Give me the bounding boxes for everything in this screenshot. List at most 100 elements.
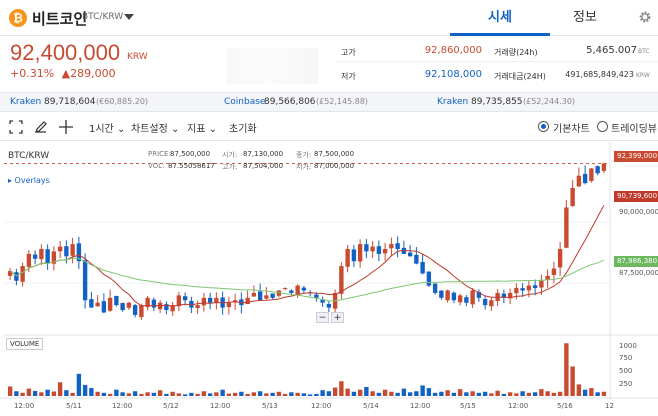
candle-body <box>589 168 594 182</box>
volume-bar <box>239 391 244 396</box>
volume-bar <box>151 392 157 396</box>
price-chart[interactable]: BTC/KRW ▸ Overlays PRICE: 87,500,000 시가:… <box>0 142 658 416</box>
volume-bar <box>276 391 282 396</box>
volume-bar <box>120 392 125 396</box>
volume-bar <box>132 391 138 396</box>
y-tick-2: 87,500,000 <box>619 269 658 277</box>
candle-body <box>182 296 188 301</box>
candle-body <box>526 285 532 291</box>
price-panel: 92,400,000 KRW +0.31% ▲289,000 고가 92,860… <box>0 36 658 92</box>
ticker-exchange-2[interactable]: Coinbase <box>224 97 266 107</box>
caret-down-icon[interactable] <box>124 14 134 20</box>
candle-body <box>145 297 150 308</box>
volume-bar <box>51 391 57 396</box>
volume-bar <box>189 392 194 396</box>
candle-body <box>464 297 469 303</box>
coin-pair: BTC/KRW <box>82 12 124 22</box>
volume-bar <box>564 343 569 396</box>
candle-body <box>214 297 219 303</box>
volume-bar <box>364 387 369 396</box>
candle-body <box>264 295 269 299</box>
volume-bar <box>514 393 519 396</box>
chevron-down-icon: ⌄ <box>167 124 180 135</box>
volume-bar <box>464 392 469 396</box>
volume-bar <box>220 389 225 396</box>
basic-chart-radio[interactable] <box>538 121 549 132</box>
ticker-sub-3: (£52,244.30) <box>523 97 576 106</box>
x-tick: 5/15 <box>460 402 476 410</box>
gear-icon[interactable] <box>638 10 652 24</box>
chart-canvas[interactable] <box>0 142 658 416</box>
candle-body <box>320 299 325 303</box>
pencil-icon[interactable] <box>34 120 48 134</box>
price-change: +0.31% ▲289,000 <box>10 67 116 80</box>
candle-body <box>557 248 563 268</box>
volume-24h-value: 5,465.007 <box>586 45 637 56</box>
volume-bar <box>451 392 457 396</box>
ohlc-close-value: 87,500,000 <box>314 150 355 158</box>
candle-body <box>32 254 38 259</box>
tab-market-price[interactable]: 시세 <box>450 0 550 36</box>
basic-chart-label[interactable]: 기본차트 <box>553 124 590 135</box>
ohlc-vol-value: 87.55058617 <box>168 162 215 170</box>
volume-bar <box>395 392 400 396</box>
volume-bar <box>439 391 444 396</box>
volume-24h-unit: BTC <box>638 48 650 55</box>
overlays-toggle[interactable]: ▸ Overlays <box>8 176 50 185</box>
fullscreen-icon[interactable] <box>9 120 23 134</box>
volume-bar <box>376 392 382 396</box>
candle-body <box>289 290 294 293</box>
candle-body <box>389 244 394 249</box>
volume-bar <box>7 386 13 396</box>
candle-body <box>501 293 507 298</box>
x-tick: 12:00 <box>410 402 431 410</box>
candle-body <box>326 303 332 308</box>
indicators-select[interactable]: 지표 ⌄ <box>187 120 217 135</box>
candle-body <box>257 291 263 301</box>
chevron-down-icon: ⌄ <box>113 124 126 135</box>
candle-body <box>432 283 438 293</box>
reset-button[interactable]: 초기화 <box>229 124 257 135</box>
current-price: 92,400,000 <box>10 40 121 65</box>
volume-bar <box>95 391 100 396</box>
tab-info[interactable]: 정보 <box>573 10 597 25</box>
tradingview-label[interactable]: 트레이딩뷰 <box>611 124 657 135</box>
crosshair-icon[interactable] <box>59 120 73 134</box>
ticker-exchange-3[interactable]: Kraken <box>437 97 469 107</box>
x-tick: 5/14 <box>363 402 379 410</box>
zoom-in-button[interactable]: + <box>331 312 344 323</box>
interval-select[interactable]: 1시간 ⌄ <box>89 120 125 135</box>
volume-bar <box>245 393 250 396</box>
volume-bar <box>64 390 69 396</box>
coin-name[interactable]: 비트코인 <box>32 10 88 28</box>
volume-bar <box>589 388 594 396</box>
candle-body <box>407 252 413 257</box>
candle-body <box>351 249 357 262</box>
vol-tick-2: 750 <box>619 354 633 362</box>
tradingview-radio[interactable] <box>597 121 608 132</box>
chart-settings-select[interactable]: 차트설정 ⌄ <box>131 120 179 135</box>
ticker-value-1: 89,718,604 <box>44 97 96 107</box>
candle-body <box>470 290 475 305</box>
candle-body <box>139 305 144 318</box>
volume-bar <box>470 391 475 396</box>
volume-bar <box>114 389 119 396</box>
exchange-ticker: Kraken 89,718,604 (€60,885.20) Coinbase … <box>0 92 658 112</box>
volume-bar <box>45 389 50 396</box>
volume-bar <box>20 392 25 396</box>
ohlc-high-value: 87,504,000 <box>243 162 284 170</box>
candle-body <box>64 246 69 257</box>
x-tick: 5/13 <box>262 402 278 410</box>
volume-bar <box>551 392 557 396</box>
volume-bar <box>420 385 425 396</box>
candle-body <box>507 292 513 299</box>
low-value: 92,108,000 <box>424 69 482 80</box>
candle-body <box>564 207 569 248</box>
zoom-out-button[interactable]: − <box>316 312 329 323</box>
candle-body <box>51 251 57 264</box>
ticker-exchange-1[interactable]: Kraken <box>10 97 42 107</box>
x-tick: 12:00 <box>210 402 231 410</box>
candle-body <box>545 275 550 281</box>
volume-bar <box>39 392 44 396</box>
candle-body <box>551 268 557 275</box>
